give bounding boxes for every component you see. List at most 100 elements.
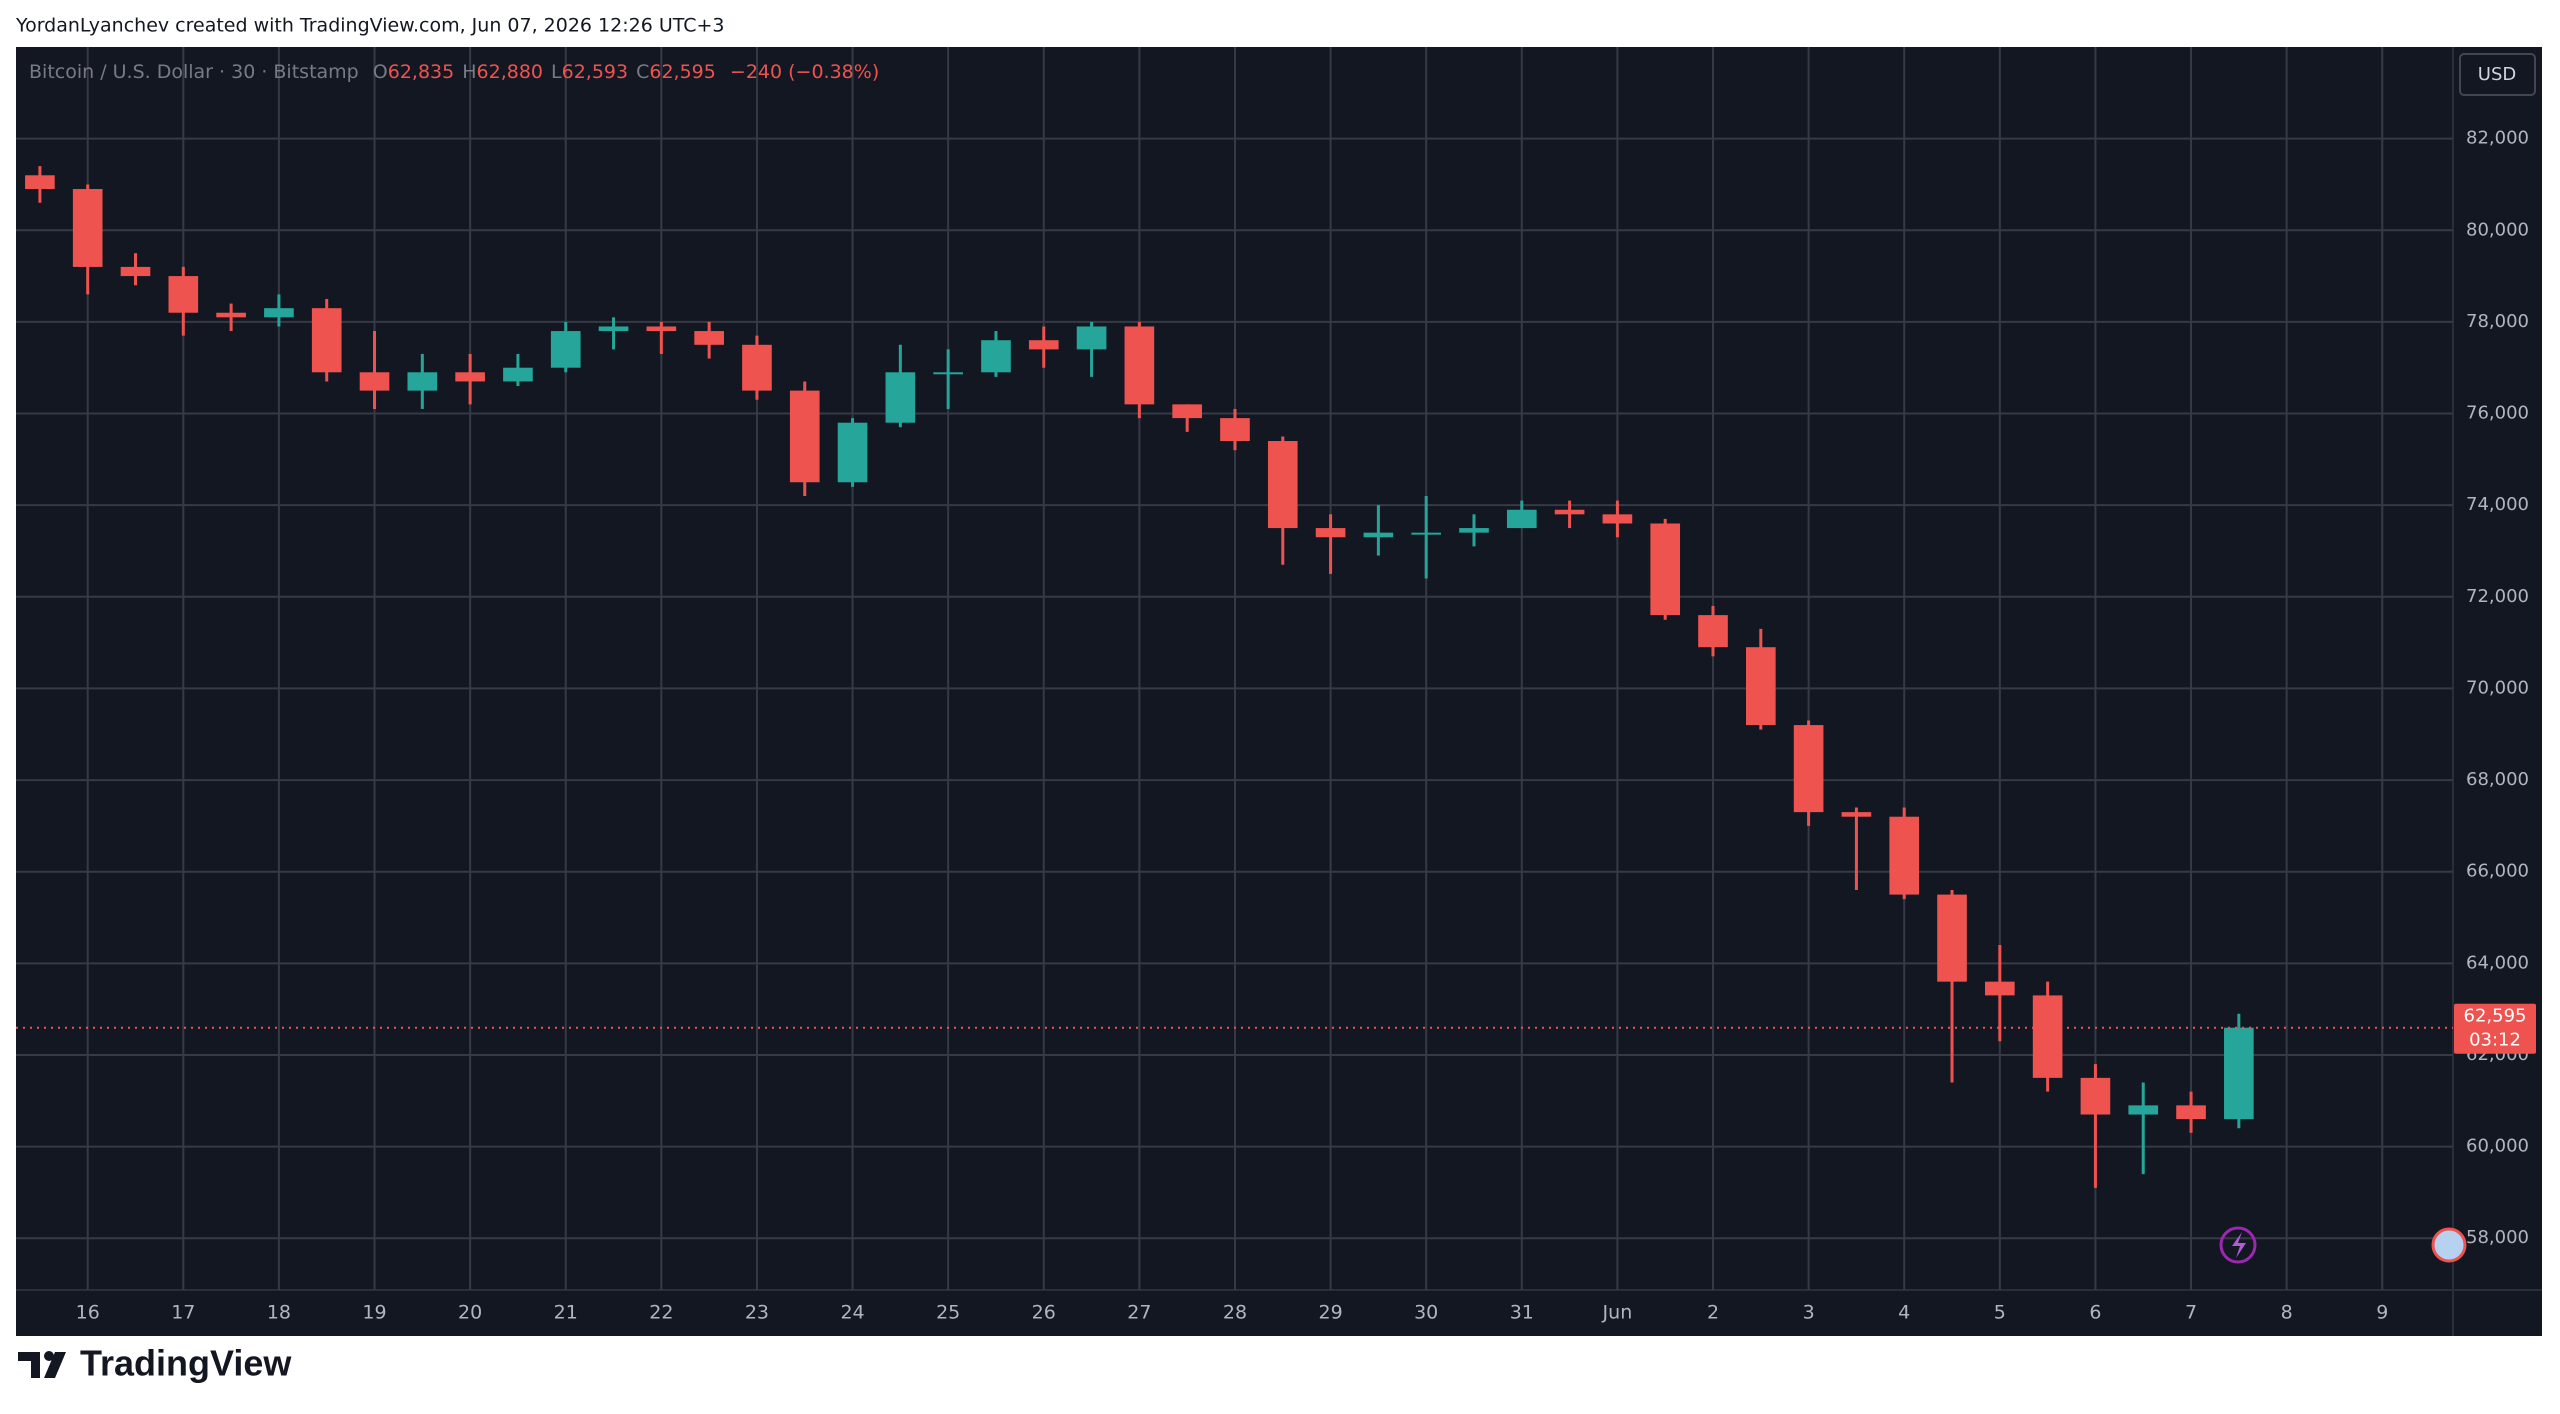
- x-tick-label: 31: [1510, 1302, 1534, 1324]
- candles: [16, 166, 2453, 1188]
- y-tick-label: 66,000: [2466, 861, 2529, 882]
- alert-icon[interactable]: [2219, 1226, 2257, 1264]
- candle-body: [933, 372, 963, 375]
- chart-background: [16, 47, 2542, 1336]
- x-tick-label: 24: [840, 1302, 864, 1324]
- x-tick-label: 26: [1032, 1302, 1056, 1324]
- candle-body: [837, 422, 868, 483]
- candle-body: [503, 367, 533, 382]
- candle-body: [550, 331, 581, 368]
- last-price-box: [2454, 1003, 2536, 1054]
- x-tick-label: 25: [936, 1302, 960, 1324]
- candle-body: [598, 326, 629, 332]
- candle-body: [168, 276, 199, 313]
- candle-body: [1028, 340, 1059, 350]
- candle-body: [1554, 509, 1585, 515]
- countdown: 03:12: [2469, 1030, 2521, 1051]
- candle-body: [1220, 418, 1250, 442]
- x-tick-label: 6: [2089, 1302, 2101, 1324]
- y-tick-label: 80,000: [2466, 219, 2529, 240]
- currency[interactable]: USD: [2478, 64, 2516, 85]
- y-tick-label: 76,000: [2466, 403, 2529, 424]
- candle-body: [1076, 326, 1107, 350]
- x-tick-label: 21: [554, 1302, 578, 1324]
- ohlc-key: C: [636, 61, 649, 83]
- x-tick-label: 9: [2376, 1302, 2388, 1324]
- x-tick-label: 27: [1127, 1302, 1151, 1324]
- candle-body: [1506, 509, 1537, 529]
- grid: [16, 47, 2453, 1290]
- candle-body: [455, 372, 485, 382]
- ohlc: O62,835 H62,880 L62,593 C62,595: [373, 61, 716, 83]
- x-tick-label: 22: [649, 1302, 673, 1324]
- change: −240 (−0.38%): [730, 61, 879, 83]
- brand: TradingView: [80, 1343, 292, 1384]
- x-tick-label: 17: [171, 1302, 195, 1324]
- candle-body: [1889, 816, 1920, 895]
- y-tick-label: 70,000: [2466, 677, 2529, 698]
- y-tick-label: 74,000: [2466, 494, 2529, 515]
- x-tick-label: 7: [2185, 1302, 2197, 1324]
- candle-body: [264, 308, 294, 318]
- ohlc-value: 62,880: [477, 61, 543, 83]
- x-tick-label: 29: [1318, 1302, 1342, 1324]
- x-tick-label: 8: [2281, 1302, 2293, 1324]
- candle-body: [789, 390, 820, 483]
- candle-body: [1937, 894, 1967, 982]
- x-tick-label: 5: [1994, 1302, 2006, 1324]
- candle-body: [1650, 523, 1681, 616]
- candle-body: [120, 266, 151, 277]
- ohlc-value: 62,595: [649, 61, 715, 83]
- last-price-label: 62,595: [2464, 1006, 2527, 1027]
- candle-body: [694, 331, 724, 345]
- x-tick-label: 3: [1803, 1302, 1815, 1324]
- x-tick-label: 2: [1707, 1302, 1719, 1324]
- candle-body: [646, 326, 677, 332]
- ohlc-value: 62,593: [562, 61, 628, 83]
- candle-body: [1267, 441, 1298, 529]
- candle-body: [1172, 404, 1202, 419]
- ohlc-key: O: [373, 61, 388, 83]
- candle-body: [1315, 528, 1346, 538]
- x-tick-label: 23: [745, 1302, 769, 1324]
- candle-body: [2080, 1077, 2111, 1115]
- symbol: Bitcoin / U.S. Dollar · 30 · Bitstamp: [29, 61, 359, 83]
- ohlc-value: 62,835: [388, 61, 454, 83]
- candle-body: [2176, 1105, 2206, 1120]
- flag-icon[interactable]: [2431, 1227, 2467, 1263]
- x-tick-label: 18: [267, 1302, 291, 1324]
- candle-body: [311, 308, 342, 373]
- x-tick-label: Jun: [1602, 1302, 1633, 1324]
- candle-body: [216, 312, 246, 318]
- candle-body: [2128, 1105, 2159, 1115]
- candle-body: [1363, 532, 1394, 538]
- y-tick-label: 72,000: [2466, 586, 2529, 607]
- x-tick-label: 4: [1898, 1302, 1910, 1324]
- candle-body: [981, 340, 1011, 373]
- attribution: YordanLyanchev created with TradingView.…: [15, 15, 725, 37]
- y-tick-label: 58,000: [2466, 1227, 2529, 1248]
- brand-logo: TradingView: [18, 1343, 292, 1384]
- candle-body: [2224, 1027, 2254, 1120]
- ohlc-key: L: [551, 61, 562, 83]
- x-tick-label: 19: [362, 1302, 386, 1324]
- candle-body: [1745, 647, 1776, 726]
- candle-body: [1841, 812, 1872, 817]
- legend: Bitcoin / U.S. Dollar · 30 · Bitstamp O6…: [29, 61, 879, 83]
- candle-body: [1459, 528, 1489, 533]
- x-tick-label: 20: [458, 1302, 482, 1324]
- candle-body: [1124, 326, 1155, 405]
- y-tick-label: 78,000: [2466, 311, 2529, 332]
- y-tick-label: 68,000: [2466, 769, 2529, 790]
- candle-body: [1411, 532, 1442, 535]
- y-tick-label: 64,000: [2466, 952, 2529, 973]
- currency-box[interactable]: [2459, 53, 2536, 96]
- candle-body: [885, 372, 916, 423]
- candle-body: [359, 372, 390, 391]
- candle-body: [2032, 995, 2063, 1078]
- x-tick-label: 30: [1414, 1302, 1438, 1324]
- y-tick-label: 60,000: [2466, 1136, 2529, 1157]
- x-tick-label: 28: [1223, 1302, 1247, 1324]
- x-tick-label: 16: [76, 1302, 100, 1324]
